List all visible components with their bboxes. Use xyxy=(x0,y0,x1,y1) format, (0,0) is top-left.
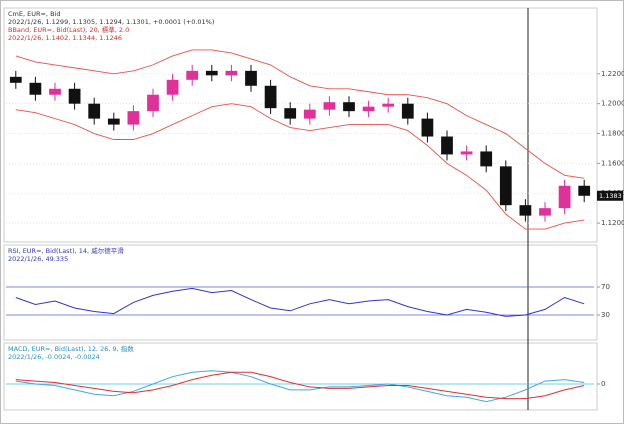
candle-body xyxy=(107,118,120,125)
panel-title: CmE, EUR=, Bid xyxy=(8,10,60,18)
candle-body xyxy=(362,106,375,112)
candle-body xyxy=(127,111,140,125)
indicator-line xyxy=(15,370,585,403)
main-panel xyxy=(3,7,598,243)
candle-body xyxy=(460,151,473,155)
candle-body xyxy=(499,166,512,206)
candle-body xyxy=(382,103,395,107)
candle-body xyxy=(519,205,532,216)
band-lower xyxy=(15,103,585,230)
indicator-line xyxy=(15,371,585,400)
candle-body xyxy=(9,76,22,83)
candle-body xyxy=(205,70,218,76)
candle-body xyxy=(147,94,159,112)
y-tick-label: 1.2000 xyxy=(601,100,624,108)
candle-body xyxy=(284,108,297,119)
candle-body xyxy=(323,102,336,110)
candle-body xyxy=(245,70,257,86)
band-upper xyxy=(15,49,585,179)
y-tick-label: 0 xyxy=(601,380,605,388)
candle-body xyxy=(225,70,238,76)
candle-body xyxy=(303,109,316,119)
panel-title: MACD, EUR=, Bid(Last), 12, 26, 9, 指数 xyxy=(8,344,134,353)
panel-title: RSI, EUR=, Bid(Last), 14, 威尔德平滑 xyxy=(8,246,124,255)
candle-body xyxy=(49,88,61,95)
price-tag xyxy=(597,190,623,201)
y-tick-label: 1.1200 xyxy=(601,219,624,227)
panel-readout: 2022/1/26, -0.0024, -0.0024 xyxy=(8,353,100,361)
candle-body xyxy=(558,185,571,209)
y-tick-label: 1.2200 xyxy=(601,70,624,78)
y-tick-label: 70 xyxy=(601,283,610,291)
y-tick-label: 1.1600 xyxy=(601,159,624,167)
candle-body xyxy=(29,82,42,95)
overlay-readout: 2022/1/26, 1.1402, 1.1344, 1.1246 xyxy=(8,34,122,42)
candle-body xyxy=(441,136,453,155)
rsi-panel xyxy=(3,244,598,341)
candle-body xyxy=(343,102,355,112)
panel-readout: 2022/1/26, 1.1299, 1.1305, 1.1294, 1.130… xyxy=(8,18,214,26)
overlay-title: BBand, EUR=, Bid(Last), 20, 標準, 2.0 xyxy=(8,25,129,34)
candle-body xyxy=(264,85,277,109)
candle-body xyxy=(539,208,551,216)
macd-panel xyxy=(3,342,598,411)
candle-body xyxy=(186,70,199,80)
candle-body xyxy=(480,151,493,167)
price-tag-label: 1.1383 xyxy=(599,192,622,200)
candle-body xyxy=(88,103,101,119)
candle-body xyxy=(421,118,434,137)
candle-body xyxy=(68,88,81,104)
candle-body xyxy=(401,103,414,119)
indicator-line xyxy=(15,287,585,317)
y-tick-label: 1.1800 xyxy=(601,130,624,138)
candle-body xyxy=(166,79,179,95)
panel-readout: 2022/1/26, 49.335 xyxy=(8,255,68,263)
y-tick-label: 30 xyxy=(601,311,610,319)
candle-body xyxy=(578,185,591,196)
